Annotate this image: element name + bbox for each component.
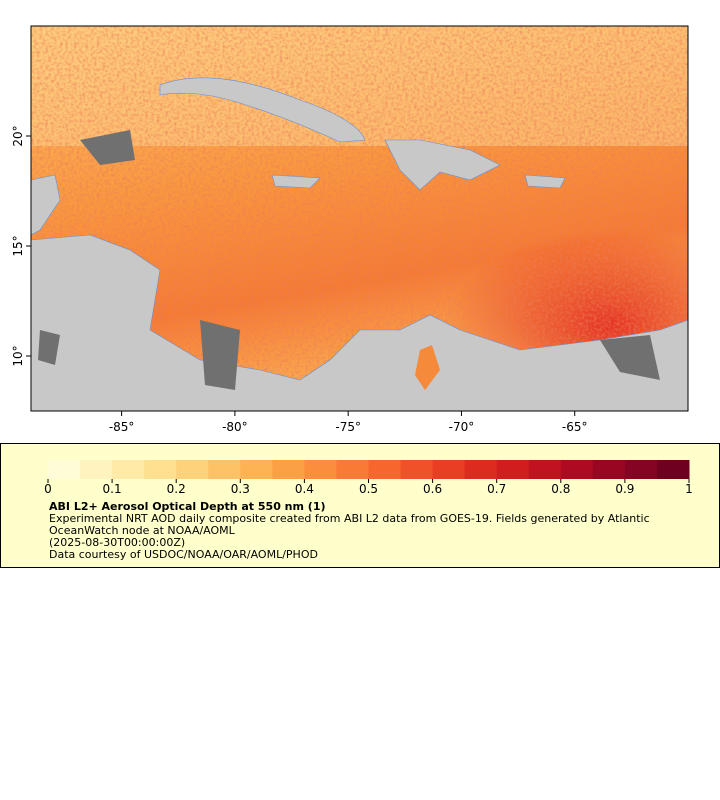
legend-line: Data courtesy of USDOC/NOAA/OAR/AOML/PHO… [49,548,318,561]
colorbar-swatch [592,460,626,479]
colorbar-tick-label: 0 [44,482,52,494]
legend-line: (2025-08-30T00:00:00Z) [49,536,186,549]
legend: 0 0.1 0.2 0.3 0.4 0.5 0.6 0.7 0.8 0.9 1 ABI L2+ Ae… [0,443,720,568]
colorbar-tick-label: 0.3 [231,482,250,494]
colorbar: 0 0.1 0.2 0.3 0.4 0.5 0.6 0.7 0.8 0.9 1 [44,460,693,494]
colorbar-swatch [496,460,530,479]
colorbar-swatch [272,460,305,479]
colorbar-tick-label: 0.4 [295,482,314,494]
colorbar-swatch [304,460,337,479]
x-tick-label: -85° [109,420,135,434]
colorbar-swatch [560,460,594,479]
colorbar-swatch [176,460,209,479]
colorbar-swatch [656,460,690,479]
x-tick-label: -70° [449,420,475,434]
colorbar-tick-label: 0.6 [423,482,442,494]
colorbar-swatch [208,460,241,479]
colorbar-swatch [464,460,498,479]
colorbar-tick-label: 0.5 [359,482,378,494]
colorbar-swatch [80,460,113,479]
colorbar-tick-label: 0.2 [167,482,186,494]
no-data [38,130,660,390]
map-figure: -85° -80° -75° -70° -65° 10° 15° 20° [11,25,689,434]
colorbar-swatch [240,460,273,479]
colorbar-tick-label: 0.1 [103,482,122,494]
x-tick-label: -75° [335,420,361,434]
x-tick-label: -65° [562,420,588,434]
colorbar-swatch [48,460,81,479]
colorbar-swatch [144,460,177,479]
land [31,77,688,411]
aod-field [31,26,688,411]
map-frame [30,25,689,412]
colorbar-swatch [368,460,402,479]
legend-line: Experimental NRT AOD daily composite cre… [49,512,650,537]
colorbar-tick-label: 0.9 [615,482,634,494]
y-tick-label: 20° [11,125,25,146]
colorbar-swatch [336,460,369,479]
y-tick-label: 10° [11,345,25,366]
colorbar-swatch [432,460,466,479]
colorbar-tick-label: 0.7 [487,482,506,494]
legend-title: ABI L2+ Aerosol Optical Depth at 550 nm … [49,500,326,513]
y-tick-label: 15° [11,235,25,256]
colorbar-swatch [400,460,434,479]
axes: -85° -80° -75° -70° -65° 10° 15° 20° [11,125,588,434]
colorbar-tick-label: 1 [685,482,693,494]
x-tick-label: -80° [222,420,248,434]
colorbar-swatch [624,460,658,479]
colorbar-swatch [528,460,562,479]
legend-text: ABI L2+ Aerosol Optical Depth at 550 nm … [49,501,689,561]
colorbar-tick-label: 0.8 [551,482,570,494]
colorbar-swatch [112,460,145,479]
